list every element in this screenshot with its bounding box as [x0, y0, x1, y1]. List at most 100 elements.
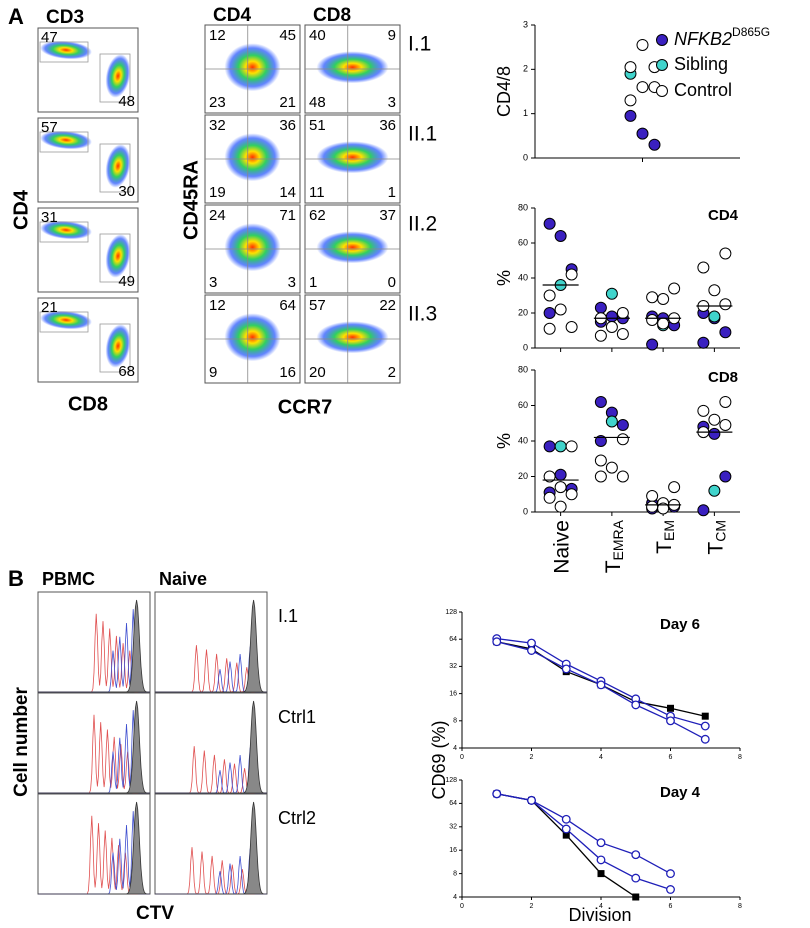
data-point — [527, 646, 536, 655]
quadrant-percent: 36 — [279, 117, 296, 134]
legend-name: Sibling — [674, 54, 728, 74]
data-point — [624, 61, 637, 74]
axis-label: % — [494, 270, 514, 286]
axis-label: CD69 (%) — [429, 720, 449, 799]
label-main: T — [653, 541, 676, 554]
chart-title: CD8 — [708, 369, 738, 386]
quadrant-percent: 57 — [309, 297, 326, 314]
quadrant-percent: 37 — [379, 207, 396, 224]
y-tick-label: 32 — [449, 824, 457, 831]
quadrant-percent: 32 — [209, 117, 226, 134]
axis-label: CTV — [136, 903, 174, 924]
x-tick-label: 0 — [460, 903, 464, 910]
data-point — [667, 704, 674, 712]
gate — [99, 323, 131, 373]
gate-percent: 31 — [41, 209, 58, 226]
data-point — [543, 440, 556, 453]
legend-marker — [656, 59, 668, 71]
gate-percent: 49 — [118, 273, 135, 290]
gate-percent: 21 — [41, 299, 58, 316]
data-point — [596, 838, 606, 848]
y-tick-label: 32 — [449, 663, 457, 670]
data-point — [605, 321, 618, 333]
y-tick-label: 80 — [518, 202, 528, 212]
data-point — [646, 500, 659, 513]
data-point — [616, 328, 629, 340]
chart-title: CD4 — [708, 207, 739, 224]
y-tick-label: 8 — [453, 718, 457, 725]
data-point — [708, 427, 721, 440]
data-point — [666, 885, 675, 894]
quadrant-percent: 23 — [209, 94, 226, 111]
quadrant-percent: 48 — [309, 94, 326, 111]
quadrant-percent: 21 — [279, 94, 296, 111]
quadrant-percent: 1 — [309, 274, 317, 291]
data-point — [636, 38, 649, 51]
y-tick-label: 40 — [518, 272, 528, 282]
data-point — [646, 490, 659, 503]
data-point — [594, 470, 607, 483]
axis-label: CD8 — [68, 393, 108, 415]
quadrant-percent: 71 — [279, 207, 296, 224]
data-point — [631, 700, 641, 710]
density-blob — [105, 54, 131, 98]
histogram — [155, 801, 267, 895]
chart-title: Day 6 — [660, 616, 700, 633]
legend-name: NFKB2 — [674, 29, 732, 49]
quadrant-percent: 12 — [209, 27, 226, 44]
gate — [39, 221, 89, 243]
x-tick-label: 2 — [530, 903, 534, 910]
data-point — [594, 329, 607, 342]
column-title: CD8 — [313, 5, 351, 26]
quadrant-percent: 9 — [209, 364, 217, 381]
quadrant-percent: 1 — [388, 184, 396, 201]
x-tick-label: TEM — [653, 520, 677, 554]
data-point — [562, 831, 570, 839]
density-blob — [105, 144, 131, 188]
y-tick-label: 64 — [449, 800, 457, 807]
data-point — [657, 502, 670, 515]
data-point — [708, 413, 721, 426]
quadrant-percent: 16 — [279, 364, 296, 381]
data-point — [561, 664, 571, 674]
axis-label: CD4 — [10, 189, 32, 230]
gate-percent: 68 — [118, 363, 135, 380]
quadrant-percent: 3 — [209, 274, 217, 291]
density-blob — [105, 324, 131, 368]
density-blob — [40, 40, 92, 60]
series-line — [496, 793, 671, 891]
chart-title: Day 4 — [660, 784, 701, 801]
axis-label: CCR7 — [278, 396, 332, 418]
x-tick-label: Naive — [550, 520, 573, 574]
gate — [99, 233, 131, 283]
gate — [39, 131, 89, 153]
quadrant-percent: 3 — [288, 274, 296, 291]
quadrant-percent: 3 — [388, 94, 396, 111]
data-point — [527, 795, 536, 805]
column-title: CD3 — [46, 7, 84, 28]
y-tick-label: 64 — [449, 636, 457, 643]
density-blob — [40, 310, 92, 330]
data-point — [596, 855, 606, 865]
x-tick-label: 2 — [530, 754, 534, 761]
data-point — [554, 440, 567, 453]
row-label: II.2 — [408, 213, 437, 236]
data-point — [697, 261, 710, 274]
data-point — [668, 282, 681, 295]
gate-percent: 47 — [41, 29, 58, 46]
x-tick-label: 6 — [669, 903, 673, 910]
data-point — [605, 415, 618, 428]
axis-label: CD4/8 — [494, 66, 514, 117]
y-tick-label: 60 — [518, 400, 528, 410]
y-tick-label: 128 — [445, 609, 457, 616]
row-label: Ctrl1 — [278, 707, 316, 727]
y-tick-label: 2 — [523, 64, 528, 74]
data-point — [697, 404, 710, 417]
legend-label: NFKB2D865G — [674, 25, 770, 49]
x-tick-label: 0 — [460, 754, 464, 761]
data-point — [565, 440, 578, 453]
density-blob — [224, 43, 281, 92]
row-label: II.1 — [408, 123, 437, 146]
histogram — [38, 599, 150, 693]
density-blob — [105, 234, 131, 278]
